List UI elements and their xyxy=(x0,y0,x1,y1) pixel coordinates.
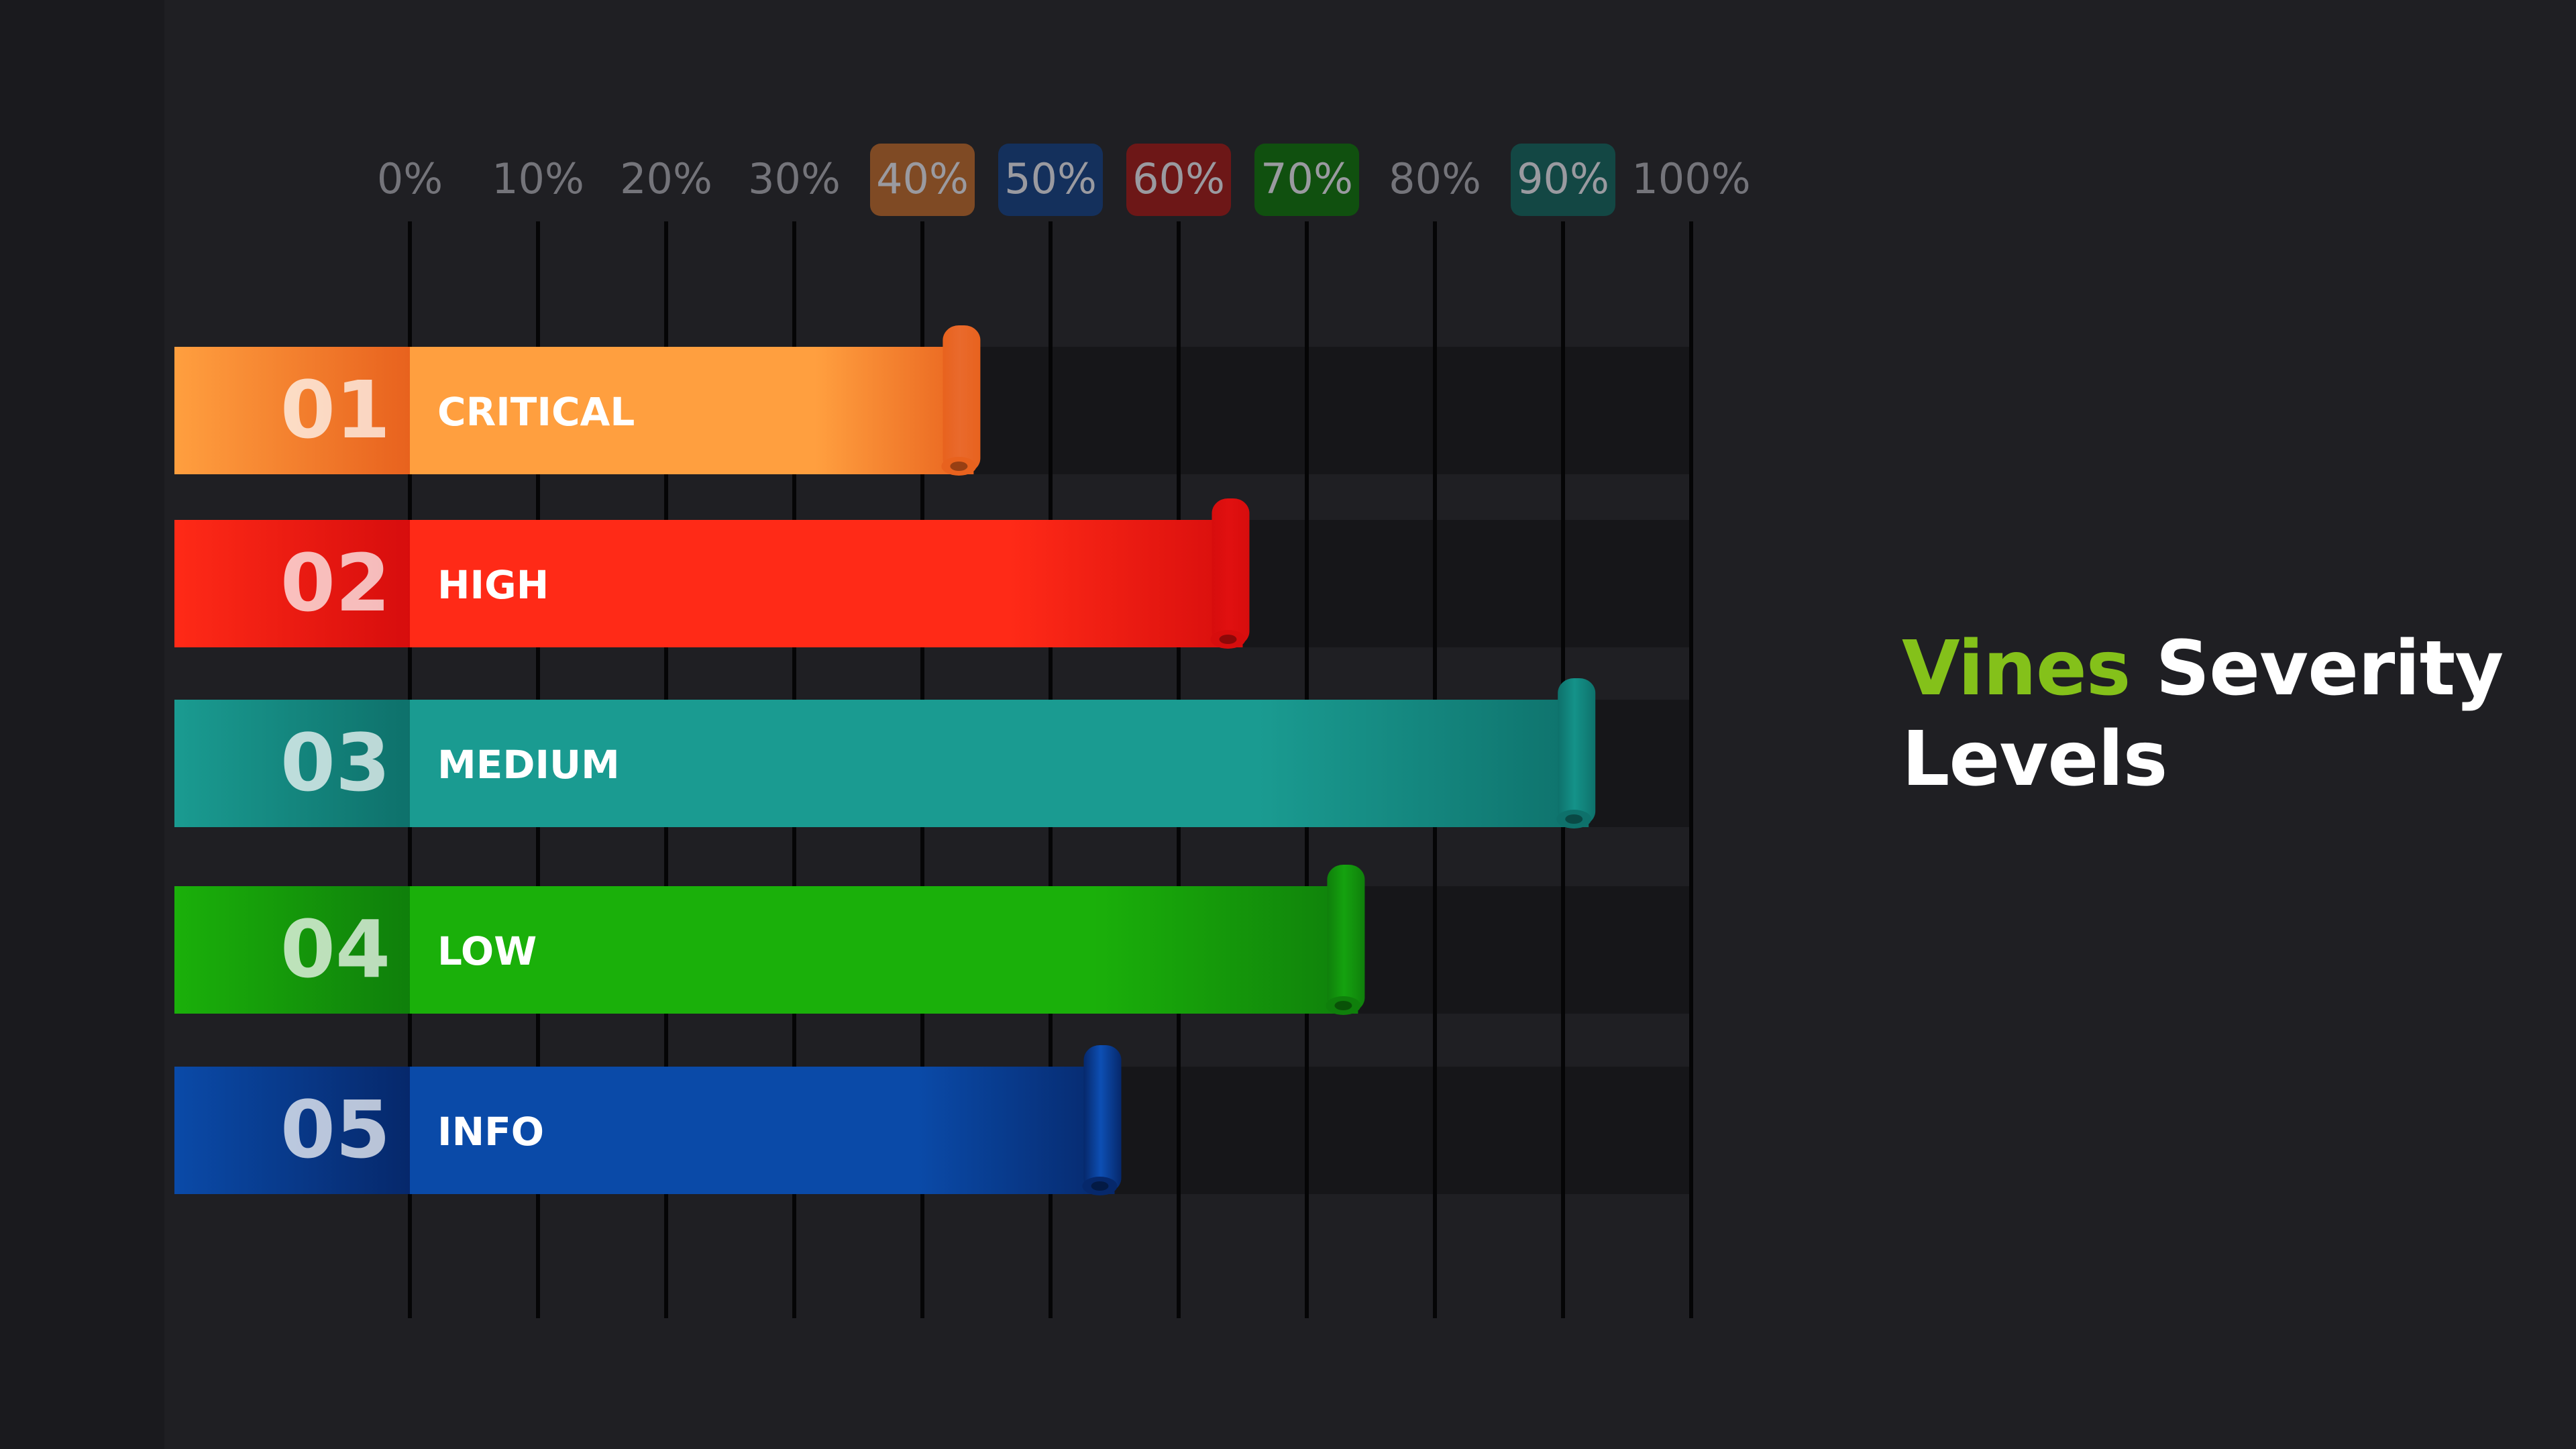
x-tick-label: 20% xyxy=(620,154,712,203)
x-tick-label: 60% xyxy=(1132,154,1225,203)
tick-highlight xyxy=(870,144,975,216)
title-accent: Vines xyxy=(1902,625,2131,712)
bar-label: LOW xyxy=(437,928,537,974)
bar-high: 02 HIGH xyxy=(174,498,1250,649)
bar-number: 02 xyxy=(280,537,390,629)
bar-number: 04 xyxy=(280,903,390,996)
bar-roll-end xyxy=(941,457,977,476)
bar-label: INFO xyxy=(437,1109,544,1155)
tick-highlight xyxy=(1511,144,1615,216)
bar-roll-hole xyxy=(1219,635,1237,644)
x-tick-label: 30% xyxy=(748,154,841,203)
bar-roll-cap xyxy=(1327,865,1365,1012)
x-tick-label: 100% xyxy=(1631,154,1750,203)
bar-roll-hole xyxy=(1565,814,1583,824)
bar-fill xyxy=(410,700,1589,827)
x-tick-label: 0% xyxy=(377,154,443,203)
bar-info: 05 INFO xyxy=(174,1045,1122,1195)
bar-roll-end xyxy=(1326,996,1361,1015)
bar-roll-hole xyxy=(950,462,968,471)
tick-highlight xyxy=(1126,144,1231,216)
bar-label: CRITICAL xyxy=(437,389,635,435)
bar-roll-end xyxy=(1210,630,1246,649)
bar-number-segment xyxy=(174,1067,410,1194)
x-tick-label: 90% xyxy=(1517,154,1609,203)
bar-number: 01 xyxy=(280,364,390,456)
x-tick-label: 70% xyxy=(1260,154,1353,203)
bar-critical: 01 CRITICAL xyxy=(174,325,981,476)
bar-fill xyxy=(410,520,1243,647)
chart-title: Vines Severity Levels xyxy=(1902,624,2506,805)
title-word: Severity xyxy=(2155,625,2504,712)
bar-low: 04 LOW xyxy=(174,865,1365,1015)
bar-roll-cap xyxy=(1558,678,1596,826)
tick-highlight xyxy=(1254,144,1359,216)
x-tick-label: 80% xyxy=(1389,154,1481,203)
bar-roll-hole xyxy=(1091,1181,1109,1191)
x-tick-label: 10% xyxy=(492,154,584,203)
bar-roll-cap xyxy=(943,325,981,473)
bar-label: MEDIUM xyxy=(437,742,620,788)
bar-roll-end xyxy=(1556,810,1592,828)
bar-number: 05 xyxy=(280,1083,390,1176)
bar-medium: 03 MEDIUM xyxy=(174,678,1596,828)
x-tick-label: 40% xyxy=(876,154,969,203)
bar-fill xyxy=(410,347,974,474)
bar-fill xyxy=(410,886,1358,1014)
bar-number-segment xyxy=(174,520,410,647)
bar-number-segment xyxy=(174,700,410,827)
x-tick-label: 50% xyxy=(1004,154,1097,203)
bar-number: 03 xyxy=(280,716,390,809)
bar-number-segment xyxy=(174,347,410,474)
bar-fill xyxy=(410,1067,1115,1194)
bar-roll-hole xyxy=(1334,1001,1352,1010)
tick-highlight xyxy=(998,144,1103,216)
bar-label: HIGH xyxy=(437,562,549,608)
bar-number-segment xyxy=(174,886,410,1014)
bar-roll-end xyxy=(1082,1177,1118,1195)
bar-roll-cap xyxy=(1212,498,1250,646)
title-line-2: Levels xyxy=(1902,716,2167,803)
left-panel xyxy=(0,0,164,1449)
bar-roll-cap xyxy=(1083,1045,1122,1193)
